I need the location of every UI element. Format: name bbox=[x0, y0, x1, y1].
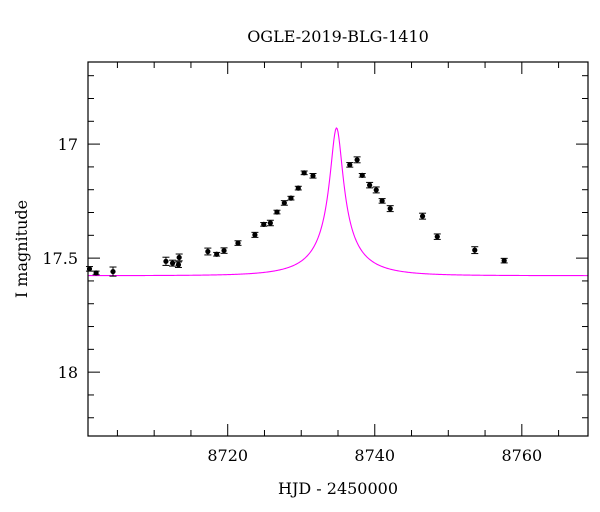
data-point bbox=[353, 156, 361, 164]
point-marker bbox=[221, 247, 227, 254]
tick-labels: 8720 8740 8760 17 17.5 18 bbox=[42, 135, 542, 465]
point-marker bbox=[176, 254, 182, 261]
data-point bbox=[500, 257, 508, 264]
point-marker bbox=[110, 268, 116, 275]
data-point bbox=[109, 266, 117, 277]
data-point bbox=[386, 205, 394, 213]
point-marker bbox=[379, 198, 385, 204]
point-marker bbox=[214, 251, 220, 257]
point-marker bbox=[310, 173, 316, 179]
data-point bbox=[220, 247, 228, 254]
point-marker bbox=[175, 262, 182, 268]
data-point bbox=[260, 221, 268, 227]
data-point bbox=[366, 181, 374, 189]
point-marker bbox=[252, 232, 258, 238]
point-marker bbox=[235, 240, 241, 246]
point-marker bbox=[163, 258, 169, 264]
point-marker bbox=[301, 170, 307, 176]
data-point bbox=[471, 246, 479, 255]
data-point bbox=[204, 247, 212, 256]
point-marker bbox=[419, 213, 426, 219]
point-marker bbox=[261, 221, 267, 227]
data-point bbox=[213, 251, 221, 257]
point-marker bbox=[288, 195, 294, 201]
point-marker bbox=[281, 200, 287, 206]
model-curve-layer bbox=[88, 127, 588, 277]
data-point bbox=[273, 209, 281, 215]
point-marker bbox=[169, 260, 176, 266]
data-point bbox=[433, 233, 441, 240]
y-tick-label: 17 bbox=[58, 135, 78, 154]
point-marker bbox=[359, 172, 365, 178]
x-tick-label: 8740 bbox=[354, 446, 395, 465]
point-marker bbox=[267, 220, 273, 226]
data-point bbox=[85, 266, 93, 272]
point-marker bbox=[354, 157, 360, 163]
point-marker bbox=[274, 209, 280, 215]
data-point bbox=[266, 219, 274, 227]
point-marker bbox=[93, 270, 99, 276]
chart-title: OGLE-2019-BLG-1410 bbox=[247, 27, 429, 46]
point-marker bbox=[367, 182, 373, 188]
point-marker bbox=[295, 185, 301, 191]
data-point bbox=[378, 198, 386, 204]
data-point bbox=[300, 170, 308, 176]
data-point bbox=[309, 173, 317, 179]
point-marker bbox=[373, 187, 379, 193]
data-point bbox=[372, 186, 380, 194]
y-axis-label: I magnitude bbox=[12, 200, 31, 298]
data-point bbox=[251, 231, 259, 238]
axis-ticks bbox=[88, 62, 588, 436]
data-point bbox=[358, 172, 366, 178]
data-point bbox=[234, 240, 242, 246]
point-marker bbox=[205, 248, 211, 255]
data-point bbox=[280, 200, 288, 206]
point-marker bbox=[434, 234, 440, 240]
data-point bbox=[175, 253, 183, 262]
y-tick-label: 18 bbox=[58, 363, 78, 382]
point-marker bbox=[472, 247, 478, 253]
y-tick-label: 17.5 bbox=[42, 249, 78, 268]
data-point bbox=[294, 185, 302, 191]
data-point bbox=[162, 256, 170, 266]
data-point bbox=[174, 261, 182, 268]
point-marker bbox=[387, 206, 393, 212]
x-axis-label: HJD - 2450000 bbox=[278, 479, 398, 498]
model-curve bbox=[88, 127, 588, 277]
data-point bbox=[287, 195, 295, 201]
data-point bbox=[419, 212, 427, 220]
data-point bbox=[346, 162, 354, 168]
plot-frame bbox=[87, 61, 589, 437]
data-point bbox=[92, 270, 100, 276]
x-tick-label: 8720 bbox=[207, 446, 248, 465]
data-points-layer bbox=[85, 156, 508, 277]
x-tick-label: 8760 bbox=[501, 446, 542, 465]
point-marker bbox=[347, 162, 353, 168]
point-marker bbox=[501, 258, 507, 264]
data-point bbox=[169, 259, 177, 267]
